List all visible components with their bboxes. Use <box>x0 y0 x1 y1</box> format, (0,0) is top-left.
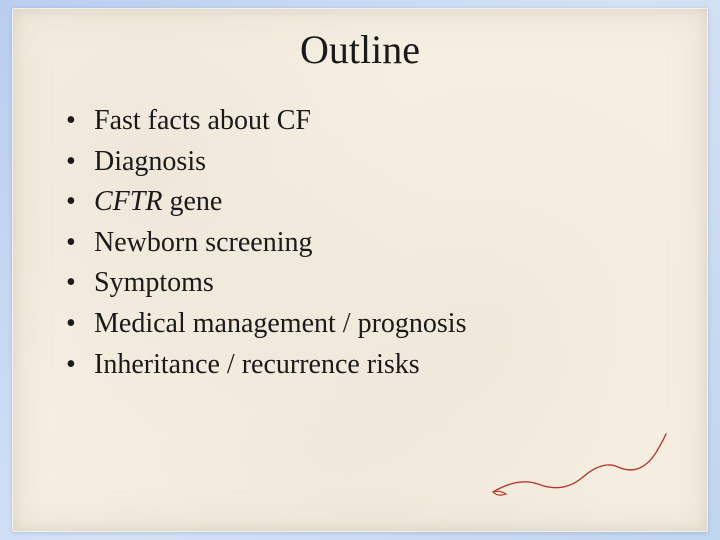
bullet-dot-icon: • <box>66 142 94 183</box>
bullet-dot-icon: • <box>66 263 94 304</box>
list-item: •Inheritance / recurrence risks <box>66 345 658 386</box>
bullet-dot-icon: • <box>66 101 94 142</box>
bullet-text: Medical management / prognosis <box>94 304 658 345</box>
list-item: •CFTR gene <box>66 182 658 223</box>
bullet-text: Inheritance / recurrence risks <box>94 345 658 386</box>
slide-title: Outline <box>62 26 658 73</box>
bullet-dot-icon: • <box>66 182 94 223</box>
list-item: •Newborn screening <box>66 223 658 264</box>
list-item: •Medical management / prognosis <box>66 304 658 345</box>
list-item: •Fast facts about CF <box>66 101 658 142</box>
bullet-text: Newborn screening <box>94 223 658 264</box>
thread-knot <box>493 491 506 495</box>
bullet-dot-icon: • <box>66 345 94 386</box>
paper-background: Outline •Fast facts about CF•Diagnosis•C… <box>12 8 708 532</box>
list-item: •Diagnosis <box>66 142 658 183</box>
bullet-text: Fast facts about CF <box>94 101 658 142</box>
bullet-text: CFTR gene <box>94 182 658 223</box>
thread-decoration <box>488 422 668 512</box>
bullet-text: Symptoms <box>94 263 658 304</box>
italic-run: CFTR <box>94 186 162 217</box>
list-item: •Symptoms <box>66 263 658 304</box>
bullet-dot-icon: • <box>66 223 94 264</box>
bullet-text: Diagnosis <box>94 142 658 183</box>
bullet-list: •Fast facts about CF•Diagnosis•CFTR gene… <box>62 101 658 385</box>
thread-path <box>493 434 666 492</box>
bullet-dot-icon: • <box>66 304 94 345</box>
